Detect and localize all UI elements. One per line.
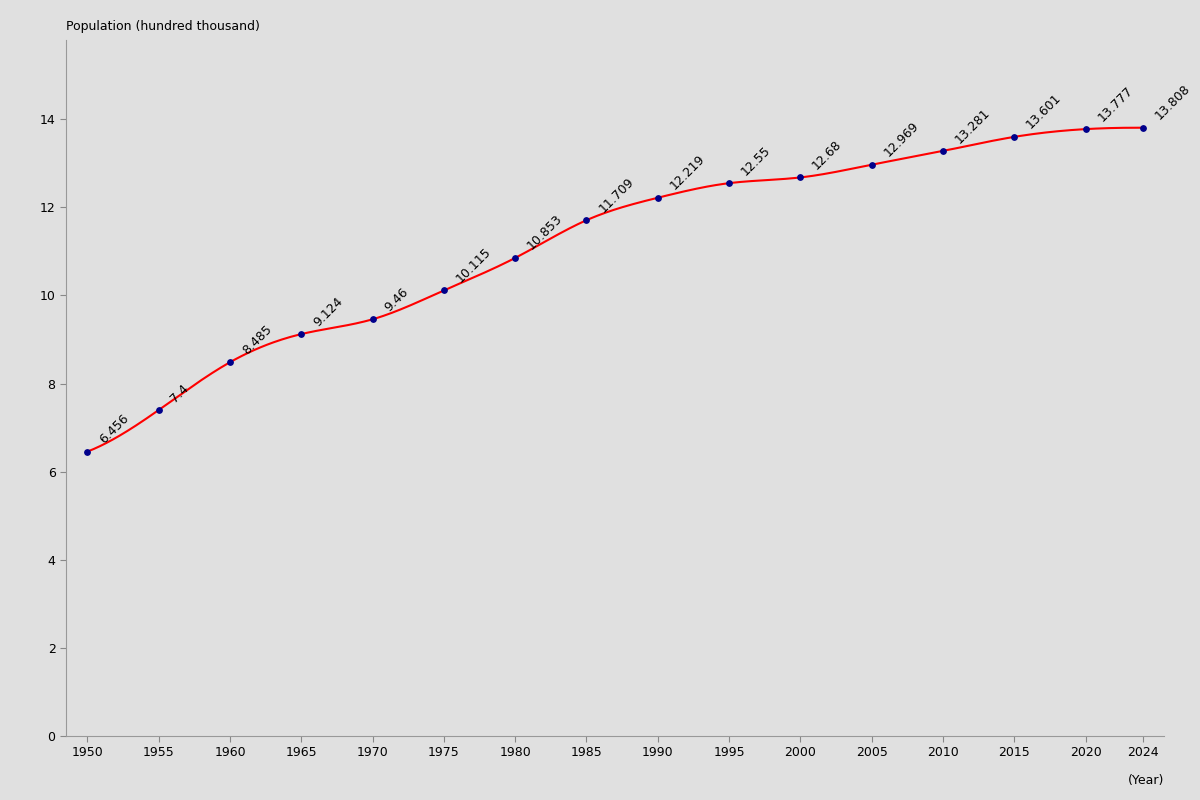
Point [862,158,881,171]
Text: 6.456: 6.456 [97,412,132,446]
Point [648,191,667,204]
Point [720,177,739,190]
Point [149,404,168,417]
Text: 12.68: 12.68 [810,138,845,172]
Text: 13.777: 13.777 [1096,84,1135,124]
Point [1004,130,1024,143]
Text: 9.46: 9.46 [383,286,412,314]
Point [221,356,240,369]
Text: Population (hundred thousand): Population (hundred thousand) [66,20,260,33]
Point [362,313,382,326]
Point [577,214,596,226]
Point [505,251,524,264]
Point [791,171,810,184]
Point [434,284,454,297]
Text: 9.124: 9.124 [311,294,346,329]
Text: 12.969: 12.969 [881,119,922,159]
Text: 7.4: 7.4 [168,382,192,405]
Text: 13.808: 13.808 [1152,82,1193,122]
Point [1133,122,1152,134]
Point [292,328,311,341]
Text: 11.709: 11.709 [596,175,636,215]
Text: 12.55: 12.55 [739,143,773,178]
Text: 10.853: 10.853 [524,213,565,253]
Text: 12.219: 12.219 [667,153,707,193]
Text: 8.485: 8.485 [240,322,275,357]
Text: 13.601: 13.601 [1024,91,1064,131]
Text: 13.281: 13.281 [953,106,992,146]
Point [1076,122,1096,135]
Point [934,145,953,158]
Text: 10.115: 10.115 [454,245,493,285]
Text: (Year): (Year) [1128,774,1164,787]
Point [78,446,97,458]
